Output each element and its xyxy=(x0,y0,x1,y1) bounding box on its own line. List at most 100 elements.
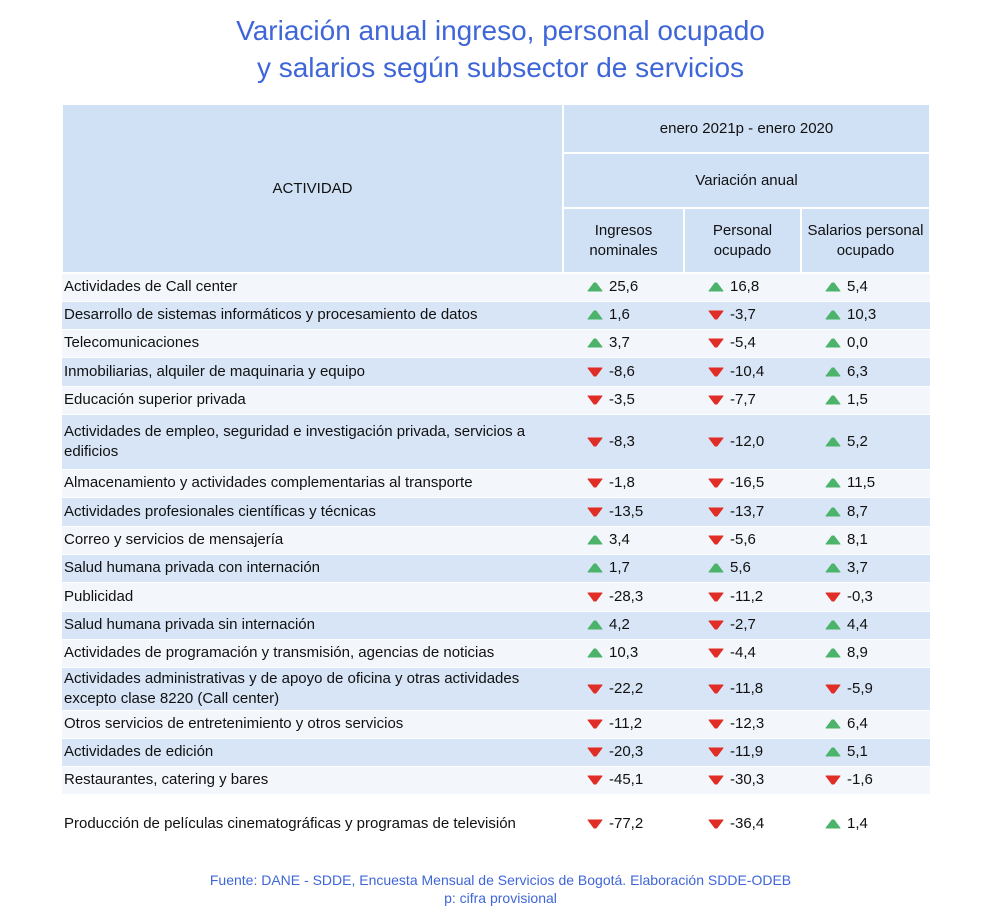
value-text: -36,4 xyxy=(730,815,765,832)
column-header: Personal ocupado xyxy=(683,207,802,274)
value-text: 0,0 xyxy=(847,334,868,351)
value-cell: -11,2 xyxy=(684,582,801,612)
trend-up-icon xyxy=(825,282,841,292)
activity-cell: Desarrollo de sistemas informáticos y pr… xyxy=(62,301,563,330)
table-row: Correo y servicios de mensajería 3,4 -5,6 8… xyxy=(62,526,931,555)
value-cell: 5,1 xyxy=(801,738,931,767)
value-cell: 8,7 xyxy=(801,497,931,527)
value-cell: -5,9 xyxy=(801,667,931,711)
table-row: Inmobiliarias, alquiler de maquinaria y … xyxy=(62,357,931,387)
table-row: Almacenamiento y actividades complementa… xyxy=(62,469,931,498)
trend-up-icon xyxy=(825,507,841,517)
value-cell: -77,2 xyxy=(563,794,684,855)
value-text: 1,7 xyxy=(609,559,630,576)
value-text: -11,2 xyxy=(609,715,643,732)
activity-cell: Actividades de empleo, seguridad e inves… xyxy=(62,414,563,470)
trend-up-icon xyxy=(587,338,603,348)
value-cell: 6,3 xyxy=(801,357,931,387)
activity-cell: Producción de películas cinematográficas… xyxy=(62,794,563,855)
value-cell: 11,5 xyxy=(801,469,931,498)
trend-down-icon xyxy=(708,747,724,757)
value-text: 16,8 xyxy=(730,278,760,296)
value-text: 25,6 xyxy=(609,278,639,296)
table-row: Educación superior privada -3,5 -7,7 1,5 xyxy=(62,386,931,415)
value-text: 3,7 xyxy=(609,334,630,351)
trend-up-icon xyxy=(825,648,841,658)
trend-down-icon xyxy=(587,684,603,694)
value-text: -3,5 xyxy=(609,391,635,408)
activity-cell: Telecomunicaciones xyxy=(62,329,563,358)
value-cell: -5,6 xyxy=(684,526,801,555)
value-cell: 5,6 xyxy=(684,554,801,583)
table-row: Telecomunicaciones 3,7 -5,4 0,0 xyxy=(62,329,931,358)
value-cell: -4,4 xyxy=(684,639,801,668)
value-cell: -1,6 xyxy=(801,766,931,795)
value-text: 5,2 xyxy=(847,432,868,450)
value-text: 10,3 xyxy=(609,644,639,661)
value-text: -10,4 xyxy=(730,362,765,380)
value-cell: -13,5 xyxy=(563,497,684,527)
trend-down-icon xyxy=(587,367,603,377)
value-cell: 25,6 xyxy=(563,273,684,302)
value-text: 3,4 xyxy=(609,531,630,548)
value-text: -5,9 xyxy=(847,679,873,697)
activity-cell: Actividades de programación y transmisió… xyxy=(62,639,563,668)
activity-cell: Actividades de edición xyxy=(62,738,563,767)
activity-cell: Salud humana privada sin internación xyxy=(62,611,563,640)
value-text: 8,7 xyxy=(847,502,868,520)
trend-up-icon xyxy=(825,620,841,630)
value-text: -13,7 xyxy=(730,502,765,520)
trend-down-icon xyxy=(587,478,603,488)
value-cell: 3,7 xyxy=(801,554,931,583)
trend-down-icon xyxy=(825,592,841,602)
trend-down-icon xyxy=(587,775,603,785)
trend-down-icon xyxy=(708,437,724,447)
trend-up-icon xyxy=(587,310,603,320)
value-cell: -3,5 xyxy=(563,386,684,415)
trend-down-icon xyxy=(587,395,603,405)
value-text: -3,7 xyxy=(730,306,756,323)
value-text: -1,8 xyxy=(609,474,635,491)
activity-cell: Educación superior privada xyxy=(62,386,563,415)
value-cell: -7,7 xyxy=(684,386,801,415)
table-row: Otros servicios de entretenimiento y otr… xyxy=(62,710,931,739)
trend-down-icon xyxy=(587,819,603,829)
activity-cell: Restaurantes, catering y bares xyxy=(62,766,563,795)
table-row: Actividades administrativas y de apoyo d… xyxy=(62,667,931,711)
title-line: y salarios según subsector de servicios xyxy=(256,52,745,83)
value-cell: 0,0 xyxy=(801,329,931,358)
table-row: Restaurantes, catering y bares -45,1 -30,3… xyxy=(62,766,931,795)
value-text: -0,3 xyxy=(847,587,873,605)
trend-down-icon xyxy=(708,310,724,320)
column-header: Salarios personal ocupado xyxy=(799,207,932,274)
value-cell: -8,6 xyxy=(563,357,684,387)
trend-up-icon xyxy=(587,620,603,630)
value-cell: -13,7 xyxy=(684,497,801,527)
table-body: Actividades de Call center 25,6 16,8 5,4 Des… xyxy=(62,273,931,855)
trend-up-icon xyxy=(825,367,841,377)
activity-cell: Actividades de Call center xyxy=(62,273,563,302)
value-text: -4,4 xyxy=(730,644,756,661)
period-header: enero 2021p - enero 2020 xyxy=(561,103,932,154)
trend-down-icon xyxy=(708,684,724,694)
value-cell: 5,4 xyxy=(801,273,931,302)
trend-up-icon xyxy=(587,648,603,658)
value-text: -16,5 xyxy=(730,474,765,491)
value-cell: -36,4 xyxy=(684,794,801,855)
activity-cell: Correo y servicios de mensajería xyxy=(62,526,563,555)
trend-up-icon xyxy=(825,395,841,405)
value-text: 4,2 xyxy=(609,616,630,633)
value-cell: -1,8 xyxy=(563,469,684,498)
table-row: Actividades profesionales científicas y … xyxy=(62,497,931,527)
value-text: 5,4 xyxy=(847,278,868,296)
value-text: 11,5 xyxy=(847,474,876,491)
activity-header: ACTIVIDAD xyxy=(61,103,564,274)
table-row: Salud humana privada sin internación 4,2 -… xyxy=(62,611,931,640)
table-row: Publicidad -28,3 -11,2 -0,3 xyxy=(62,582,931,612)
column-header: Ingresos nominales xyxy=(562,207,685,274)
value-text: -7,7 xyxy=(730,391,756,408)
group-header: Variación anual xyxy=(561,152,932,209)
value-cell: -30,3 xyxy=(684,766,801,795)
value-cell: 16,8 xyxy=(684,273,801,302)
table-row: Actividades de empleo, seguridad e inves… xyxy=(62,414,931,470)
